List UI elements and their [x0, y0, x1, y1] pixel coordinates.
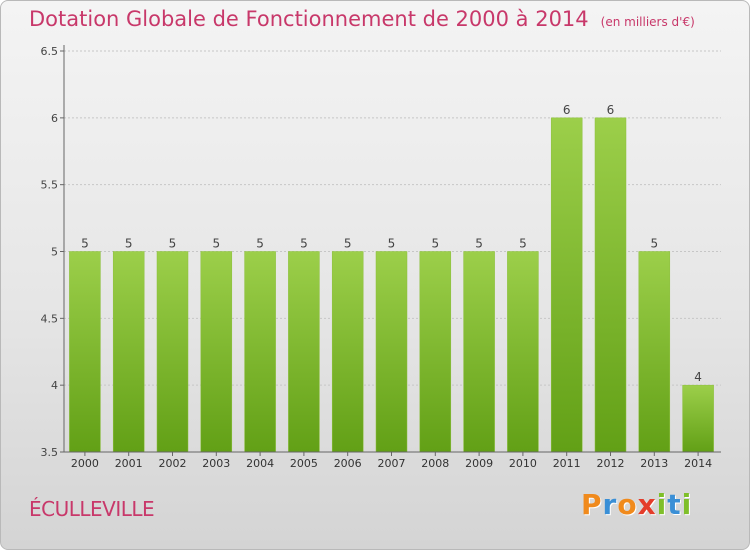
y-tick-label-6: 6.5: [41, 45, 59, 58]
x-tick-label-2004: 2004: [246, 457, 274, 470]
value-label-2004: 5: [256, 237, 264, 251]
bar-2004: [244, 251, 276, 453]
commune-name: ÉCULLEVILLE: [29, 497, 155, 521]
value-label-2008: 5: [431, 237, 439, 251]
logo-letter: i: [656, 488, 668, 521]
y-tick-label-3: 5: [51, 246, 58, 259]
logo-letter: r: [602, 488, 618, 521]
bar-2005: [288, 251, 320, 453]
data-labels: 5 5 5 5 5 5 5 5 5 5 5 6 6 5 4: [81, 103, 702, 384]
bar-2010: [507, 251, 539, 453]
value-label-2014: 4: [694, 370, 702, 384]
chart-title: Dotation Globale de Fonctionnement de 20…: [29, 7, 695, 31]
x-tick-label-2003: 2003: [202, 457, 230, 470]
x-tick-label-2012: 2012: [597, 457, 625, 470]
x-tick-label-2000: 2000: [71, 457, 99, 470]
chart-subtitle: (en milliers d'€): [600, 15, 695, 29]
bar-2000: [69, 251, 101, 453]
x-tick-label-2009: 2009: [465, 457, 493, 470]
x-tick-label-2010: 2010: [509, 457, 537, 470]
bar-2008: [419, 251, 452, 453]
x-tick-label-2014: 2014: [684, 457, 712, 470]
y-tick-label-1: 4: [51, 379, 58, 392]
bar-2014: [682, 384, 714, 453]
axes: 3.5 4 4.5 5 5.5 6 6.5 2000 2001 2002 2003 2004 2005 2…: [41, 45, 721, 470]
bar-2012: [594, 117, 627, 453]
bar-2011: [550, 117, 583, 453]
y-tick-label-0: 3.5: [41, 446, 59, 459]
x-tick-label-2002: 2002: [159, 457, 187, 470]
x-tick-label-2008: 2008: [421, 457, 449, 470]
value-label-2000: 5: [81, 237, 89, 251]
proxiti-logo: Proxiti: [581, 488, 692, 521]
bars: [69, 117, 714, 453]
value-label-2003: 5: [212, 237, 220, 251]
value-label-2007: 5: [388, 237, 396, 251]
bar-2002: [156, 251, 189, 453]
y-tick-label-2: 4.5: [41, 312, 59, 325]
x-tick-label-2013: 2013: [640, 457, 668, 470]
value-label-2010: 5: [519, 237, 527, 251]
bar-2003: [200, 251, 233, 453]
bar-2013: [638, 251, 671, 453]
x-tick-label-2011: 2011: [553, 457, 581, 470]
value-label-2005: 5: [300, 237, 308, 251]
value-label-2009: 5: [475, 237, 483, 251]
x-tick-label-2005: 2005: [290, 457, 318, 470]
logo-letter: i: [681, 488, 693, 521]
logo-letter: o: [617, 488, 638, 521]
value-label-2013: 5: [650, 237, 658, 251]
value-label-2001: 5: [125, 237, 133, 251]
logo-letter: t: [667, 488, 682, 521]
value-label-2011: 6: [563, 103, 571, 117]
bar-2001: [112, 251, 145, 453]
x-tick-label-2001: 2001: [115, 457, 143, 470]
logo-letter: x: [637, 488, 657, 521]
value-label-2012: 6: [607, 103, 615, 117]
y-tick-label-5: 6: [51, 112, 58, 125]
x-tick-label-2006: 2006: [334, 457, 362, 470]
value-label-2006: 5: [344, 237, 352, 251]
bar-2009: [463, 251, 495, 453]
title-text: Dotation Globale de Fonctionnement de 20…: [29, 7, 589, 31]
y-tick-label-4: 5.5: [41, 179, 59, 192]
value-label-2002: 5: [169, 237, 177, 251]
bar-2006: [331, 251, 364, 453]
logo-letter: P: [581, 488, 603, 521]
x-tick-label-2007: 2007: [378, 457, 406, 470]
bar-2007: [375, 251, 408, 453]
